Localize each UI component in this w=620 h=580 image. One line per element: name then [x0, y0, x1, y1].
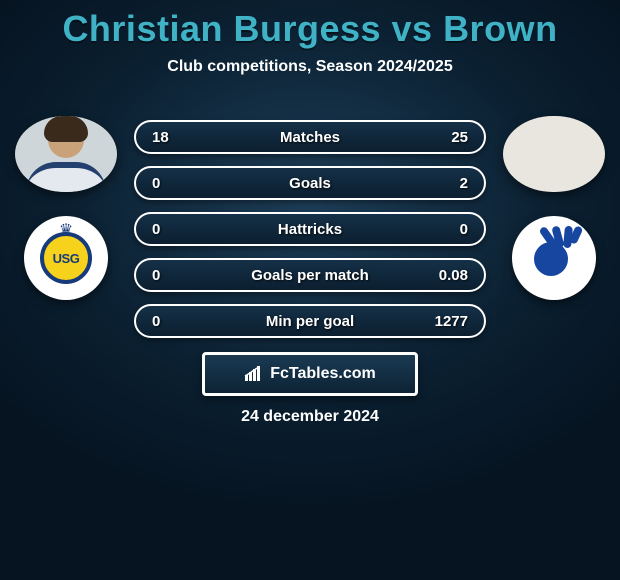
stat-row-hattricks: 0 Hattricks 0: [134, 212, 486, 246]
subtitle: Club competitions, Season 2024/2025: [0, 58, 620, 76]
stat-right-value: 1277: [428, 313, 468, 330]
left-club-short: USG: [53, 251, 80, 266]
stat-row-goals-per-match: 0 Goals per match 0.08: [134, 258, 486, 292]
right-club-badge: [512, 216, 596, 300]
crown-icon: ♛: [59, 220, 73, 240]
stat-right-value: 0: [428, 221, 468, 238]
stat-left-value: 18: [152, 129, 192, 146]
stat-left-value: 0: [152, 175, 192, 192]
stat-left-value: 0: [152, 267, 192, 284]
bar-chart-icon: [244, 365, 266, 383]
stat-right-value: 2: [428, 175, 468, 192]
stat-row-goals: 0 Goals 2: [134, 166, 486, 200]
stat-label: Min per goal: [192, 313, 428, 330]
brand-box[interactable]: FcTables.com: [202, 352, 418, 396]
stat-label: Goals: [192, 175, 428, 192]
left-column: ♛ USG: [6, 100, 126, 300]
comparison-card: Christian Burgess vs Brown Club competit…: [0, 0, 620, 580]
stat-left-value: 0: [152, 313, 192, 330]
page-title: Christian Burgess vs Brown: [0, 0, 620, 50]
stat-left-value: 0: [152, 221, 192, 238]
stat-right-value: 25: [428, 129, 468, 146]
left-club-badge: ♛ USG: [24, 216, 108, 300]
stat-row-matches: 18 Matches 25: [134, 120, 486, 154]
stat-label: Goals per match: [192, 267, 428, 284]
brand-label: FcTables.com: [270, 365, 376, 382]
stat-label: Hattricks: [192, 221, 428, 238]
stat-row-min-per-goal: 0 Min per goal 1277: [134, 304, 486, 338]
right-player-photo: [503, 116, 605, 192]
left-player-photo: [15, 116, 117, 192]
stats-bars: 18 Matches 25 0 Goals 2 0 Hattricks 0 0 …: [134, 120, 486, 338]
stat-right-value: 0.08: [428, 267, 468, 284]
content-row: ♛ USG 18 Matches 25 0 Goals 2 0 Hattrick…: [0, 100, 620, 338]
brand-text: FcTables.com: [270, 365, 376, 383]
date-text: 24 december 2024: [0, 408, 620, 426]
stat-label: Matches: [192, 129, 428, 146]
right-column: [494, 100, 614, 300]
